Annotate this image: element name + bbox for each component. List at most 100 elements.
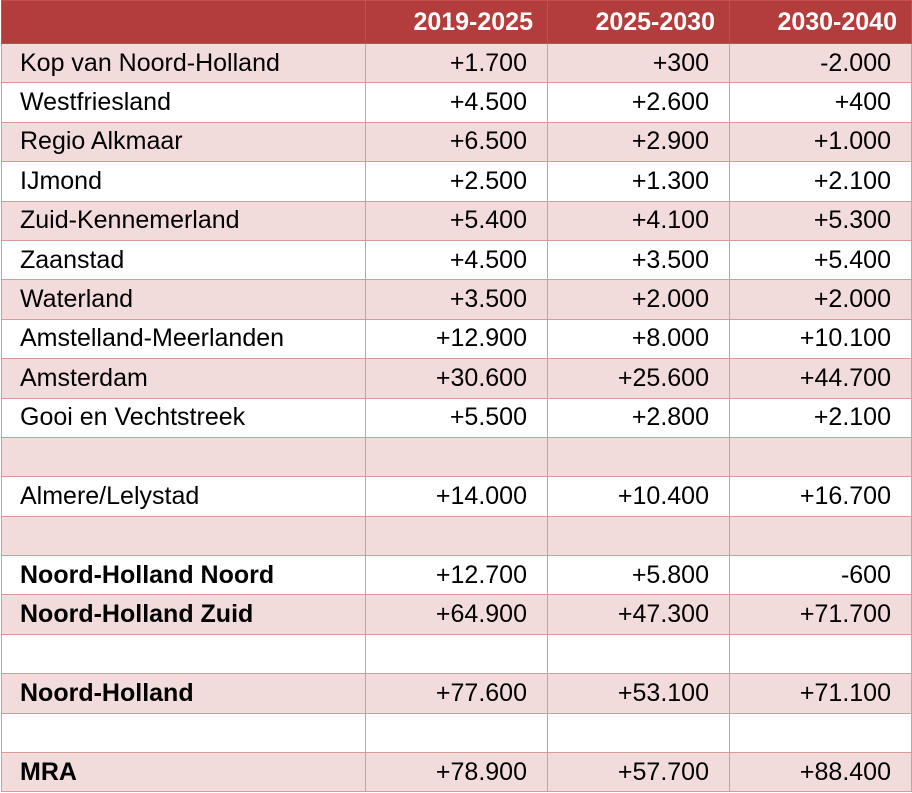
value-cell: +53.100 [547, 673, 730, 714]
value-cell: +2.100 [729, 161, 912, 202]
value-cell: +71.700 [729, 594, 912, 635]
row-label: Westfriesland [1, 82, 366, 123]
row-label [1, 712, 366, 754]
table-row [1, 712, 912, 754]
value-cell: +44.700 [729, 358, 912, 399]
header-cell-2030-2040: 2030-2040 [729, 0, 912, 44]
table-row: Kop van Noord-Holland +1.700 +300 -2.000 [1, 42, 912, 84]
value-cell [365, 633, 548, 675]
table-row: Noord-Holland Noord +12.700 +5.800 -600 [1, 555, 912, 596]
value-cell: +2.500 [365, 161, 548, 202]
value-cell: +12.900 [365, 318, 548, 360]
header-cell-2025-2030: 2025-2030 [547, 0, 730, 44]
row-label [1, 633, 366, 675]
value-cell: -600 [729, 555, 912, 596]
value-cell: +1.700 [365, 42, 548, 84]
row-label: Amstelland-Meerlanden [1, 318, 366, 360]
row-label: Almere/Lelystad [1, 476, 366, 517]
table-row: Zaanstad +4.500 +3.500 +5.400 [1, 239, 912, 281]
table-row: IJmond +2.500 +1.300 +2.100 [1, 161, 912, 202]
table-row: MRA +78.900 +57.700 +88.400 [1, 752, 912, 793]
table-body: Kop van Noord-Holland +1.700 +300 -2.000 Wes… [1, 42, 912, 793]
value-cell: +2.000 [547, 279, 730, 320]
value-cell [365, 712, 548, 754]
value-cell: +8.000 [547, 318, 730, 360]
value-cell: +57.700 [547, 752, 730, 793]
table-row: Westfriesland +4.500 +2.600 +400 [1, 82, 912, 123]
value-cell: +3.500 [365, 279, 548, 320]
value-cell: +300 [547, 42, 730, 84]
table-row [1, 633, 912, 675]
row-label: IJmond [1, 161, 366, 202]
value-cell: +2.800 [547, 397, 730, 438]
row-label [1, 515, 366, 557]
table-row: Zuid-Kennemerland +5.400 +4.100 +5.300 [1, 200, 912, 241]
row-label: Noord-Holland Zuid [1, 594, 366, 635]
value-cell: +3.500 [547, 239, 730, 281]
value-cell: +2.900 [547, 121, 730, 163]
table-row: Amstelland-Meerlanden +12.900 +8.000 +10.10… [1, 318, 912, 360]
value-cell: -2.000 [729, 42, 912, 84]
value-cell [547, 633, 730, 675]
value-cell [729, 515, 912, 557]
table-row [1, 515, 912, 557]
row-label: Kop van Noord-Holland [1, 42, 366, 84]
value-cell: +2.000 [729, 279, 912, 320]
header-row: 2019-2025 2025-2030 2030-2040 [1, 0, 912, 44]
row-label: Noord-Holland [1, 673, 366, 714]
table-row: Gooi en Vechtstreek +5.500 +2.800 +2.100 [1, 397, 912, 438]
value-cell [365, 436, 548, 478]
value-cell: +400 [729, 82, 912, 123]
header-cell-2019-2025: 2019-2025 [365, 0, 548, 44]
value-cell: +5.400 [729, 239, 912, 281]
value-cell [729, 436, 912, 478]
value-cell: +1.300 [547, 161, 730, 202]
value-cell [729, 712, 912, 754]
value-cell [729, 633, 912, 675]
table-row: Noord-Holland +77.600 +53.100 +71.100 [1, 673, 912, 714]
value-cell: +10.400 [547, 476, 730, 517]
value-cell: +64.900 [365, 594, 548, 635]
row-label: Zuid-Kennemerland [1, 200, 366, 241]
value-cell: +12.700 [365, 555, 548, 596]
value-cell: +4.100 [547, 200, 730, 241]
value-cell: +2.600 [547, 82, 730, 123]
value-cell: +47.300 [547, 594, 730, 635]
value-cell: +78.900 [365, 752, 548, 793]
row-label: Gooi en Vechtstreek [1, 397, 366, 438]
header-cell-region [1, 0, 366, 44]
value-cell: +5.800 [547, 555, 730, 596]
row-label: Regio Alkmaar [1, 121, 366, 163]
table-row [1, 436, 912, 478]
value-cell: +5.300 [729, 200, 912, 241]
value-cell: +16.700 [729, 476, 912, 517]
value-cell: +10.100 [729, 318, 912, 360]
value-cell: +77.600 [365, 673, 548, 714]
value-cell: +30.600 [365, 358, 548, 399]
value-cell: +4.500 [365, 239, 548, 281]
value-cell: +14.000 [365, 476, 548, 517]
row-label: MRA [1, 752, 366, 793]
value-cell [547, 436, 730, 478]
value-cell: +4.500 [365, 82, 548, 123]
value-cell [547, 515, 730, 557]
value-cell: +5.400 [365, 200, 548, 241]
value-cell: +5.500 [365, 397, 548, 438]
value-cell [547, 712, 730, 754]
value-cell: +71.100 [729, 673, 912, 714]
value-cell: +88.400 [729, 752, 912, 793]
table-row: Regio Alkmaar +6.500 +2.900 +1.000 [1, 121, 912, 163]
table-row: Almere/Lelystad +14.000 +10.400 +16.700 [1, 476, 912, 517]
value-cell: +6.500 [365, 121, 548, 163]
table-row: Waterland +3.500 +2.000 +2.000 [1, 279, 912, 320]
row-label: Amsterdam [1, 358, 366, 399]
row-label [1, 436, 366, 478]
value-cell [365, 515, 548, 557]
value-cell: +25.600 [547, 358, 730, 399]
value-cell: +2.100 [729, 397, 912, 438]
value-cell: +1.000 [729, 121, 912, 163]
table-row: Amsterdam +30.600 +25.600 +44.700 [1, 358, 912, 399]
row-label: Zaanstad [1, 239, 366, 281]
row-label: Noord-Holland Noord [1, 555, 366, 596]
